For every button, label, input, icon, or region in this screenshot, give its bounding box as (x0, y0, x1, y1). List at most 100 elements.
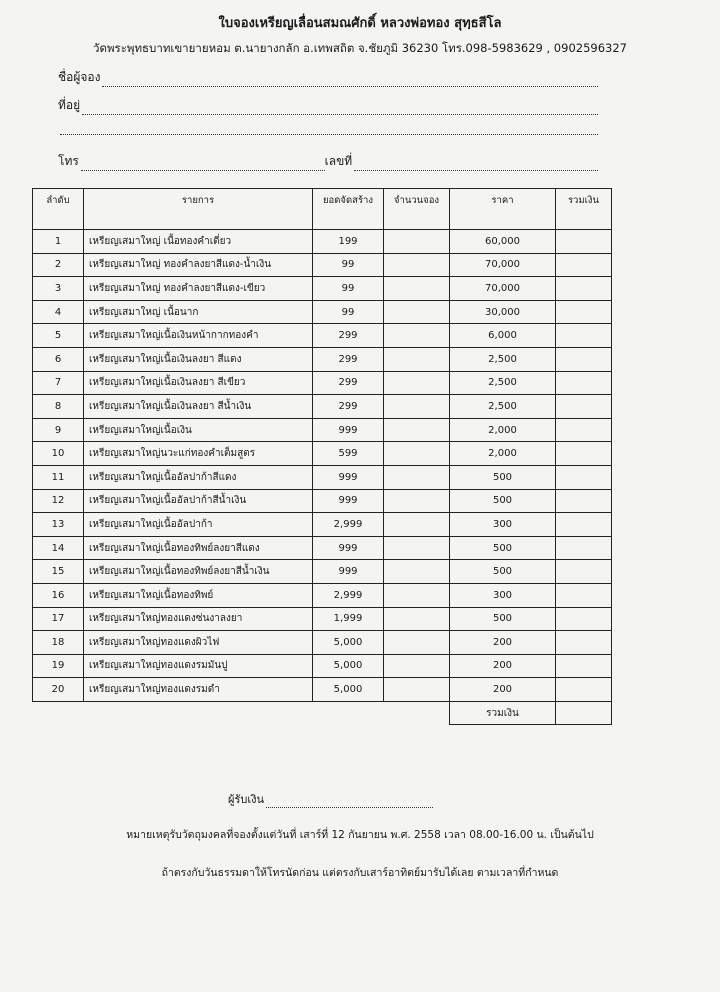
row-order-qty[interactable] (383, 606, 450, 632)
row-price: 200 (449, 677, 556, 702)
row-subtotal[interactable] (555, 346, 612, 372)
row-number: 8 (32, 394, 84, 419)
row-order-qty[interactable] (383, 464, 450, 490)
row-number: 4 (32, 299, 84, 325)
row-item: เหรียญเสมาใหญ่ เนื้อทองคำเดี่ยว (83, 229, 313, 254)
row-item: เหรียญเสมาใหญ่ เนื้อนาก (83, 299, 313, 325)
row-subtotal[interactable] (555, 630, 612, 655)
row-item: เหรียญเสมาใหญ่เนื้อเงินลงยา สีแดง (83, 346, 313, 372)
address-field[interactable]: ที่อยู่ (58, 96, 598, 115)
name-blank[interactable] (102, 76, 598, 87)
receiver-blank[interactable] (266, 797, 433, 808)
row-subtotal[interactable] (555, 441, 612, 466)
row-price: 2,000 (449, 417, 556, 443)
table-row: 18 เหรียญเสมาใหญ่ทองแดงผิวไฟ 5,000 200 (32, 630, 612, 655)
row-subtotal[interactable] (555, 323, 612, 348)
row-item: เหรียญเสมาใหญ่ทองแดงซ่นงาลงยา (83, 606, 313, 632)
row-number: 19 (32, 653, 84, 679)
row-subtotal[interactable] (555, 512, 612, 537)
table-row: 9 เหรียญเสมาใหญ่เนื้อเงิน 999 2,000 (32, 417, 612, 443)
row-order-qty[interactable] (383, 394, 450, 419)
row-item: เหรียญเสมาใหญ่เนื้อทองทิพย์ลงยาสีน้ำเงิน (83, 559, 313, 584)
row-quota: 599 (312, 441, 384, 466)
row-subtotal[interactable] (555, 417, 612, 443)
address-blank-2[interactable] (60, 124, 598, 135)
row-order-qty[interactable] (383, 488, 450, 514)
row-item: เหรียญเสมาใหญ่เนื้อเงินลงยา สีน้ำเงิน (83, 394, 313, 419)
address-label: ที่อยู่ (58, 98, 81, 112)
row-quota: 999 (312, 464, 384, 490)
number-label: เลขที่ (324, 154, 353, 168)
row-quota: 299 (312, 323, 384, 348)
header-item: รายการ (83, 188, 313, 230)
row-order-qty[interactable] (383, 229, 450, 254)
table-row: 1 เหรียญเสมาใหญ่ เนื้อทองคำเดี่ยว 199 60,00… (32, 229, 612, 254)
row-quota: 2,999 (312, 512, 384, 537)
row-order-qty[interactable] (383, 299, 450, 325)
row-subtotal[interactable] (555, 606, 612, 632)
row-order-qty[interactable] (383, 677, 450, 702)
receiver-signature[interactable]: ผู้รับเงิน (228, 790, 433, 808)
address-blank[interactable] (82, 104, 598, 115)
row-subtotal[interactable] (555, 582, 612, 608)
row-order-qty[interactable] (383, 441, 450, 466)
row-number: 12 (32, 488, 84, 514)
row-subtotal[interactable] (555, 252, 612, 278)
receiver-label: ผู้รับเงิน (228, 793, 264, 806)
row-order-qty[interactable] (383, 653, 450, 679)
row-order-qty[interactable] (383, 346, 450, 372)
row-order-qty[interactable] (383, 252, 450, 278)
phone-field[interactable]: โทร เลขที่ (58, 152, 599, 171)
row-subtotal[interactable] (555, 488, 612, 514)
row-subtotal[interactable] (555, 653, 612, 679)
row-quota: 99 (312, 276, 384, 301)
table-row: 7 เหรียญเสมาใหญ่เนื้อเงินลงยา สีเขียว 299 2… (32, 370, 612, 396)
row-order-qty[interactable] (383, 582, 450, 608)
row-quota: 5,000 (312, 677, 384, 702)
row-price: 200 (449, 653, 556, 679)
row-subtotal[interactable] (555, 559, 612, 584)
row-item: เหรียญเสมาใหญ่เนื้ออัลปาก้า (83, 512, 313, 537)
row-price: 200 (449, 630, 556, 655)
row-order-qty[interactable] (383, 630, 450, 655)
row-subtotal[interactable] (555, 394, 612, 419)
row-quota: 99 (312, 299, 384, 325)
row-number: 18 (32, 630, 84, 655)
row-subtotal[interactable] (555, 276, 612, 301)
row-subtotal[interactable] (555, 299, 612, 325)
row-subtotal[interactable] (555, 229, 612, 254)
row-quota: 1,999 (312, 606, 384, 632)
total-label: รวมเงิน (449, 700, 556, 726)
row-order-qty[interactable] (383, 559, 450, 584)
row-item: เหรียญเสมาใหญ่ ทองคำลงยาสีแดง-น้ำเงิน (83, 252, 313, 278)
row-order-qty[interactable] (383, 512, 450, 537)
table-row: 5 เหรียญเสมาใหญ่เนื้อเงินหน้ากากทองคำ 299 6… (32, 323, 612, 348)
row-order-qty[interactable] (383, 535, 450, 561)
total-value[interactable] (555, 700, 612, 726)
row-number: 14 (32, 535, 84, 561)
row-subtotal[interactable] (555, 535, 612, 561)
phone-blank[interactable] (80, 160, 325, 171)
row-order-qty[interactable] (383, 276, 450, 301)
row-number: 17 (32, 606, 84, 632)
row-price: 30,000 (449, 299, 556, 325)
row-subtotal[interactable] (555, 677, 612, 702)
row-quota: 5,000 (312, 653, 384, 679)
table-row: 3 เหรียญเสมาใหญ่ ทองคำลงยาสีแดง-เขียว 99 70… (32, 276, 612, 301)
row-subtotal[interactable] (555, 370, 612, 396)
row-order-qty[interactable] (383, 370, 450, 396)
header-quota: ยอดจัดสร้าง (312, 188, 384, 230)
row-item: เหรียญเสมาใหญ่เนื้อเงินหน้ากากทองคำ (83, 323, 313, 348)
table-row: 20 เหรียญเสมาใหญ่ทองแดงรมดำ 5,000 200 (32, 677, 612, 702)
row-order-qty[interactable] (383, 417, 450, 443)
number-blank[interactable] (354, 160, 599, 171)
row-subtotal[interactable] (555, 464, 612, 490)
row-quota: 299 (312, 346, 384, 372)
row-price: 2,500 (449, 346, 556, 372)
row-item: เหรียญเสมาใหญ่เนื้อเงิน (83, 417, 313, 443)
row-quota: 999 (312, 488, 384, 514)
name-field[interactable]: ชื่อผู้จอง (58, 68, 598, 87)
row-order-qty[interactable] (383, 323, 450, 348)
row-quota: 199 (312, 229, 384, 254)
address-line2[interactable] (58, 124, 598, 135)
